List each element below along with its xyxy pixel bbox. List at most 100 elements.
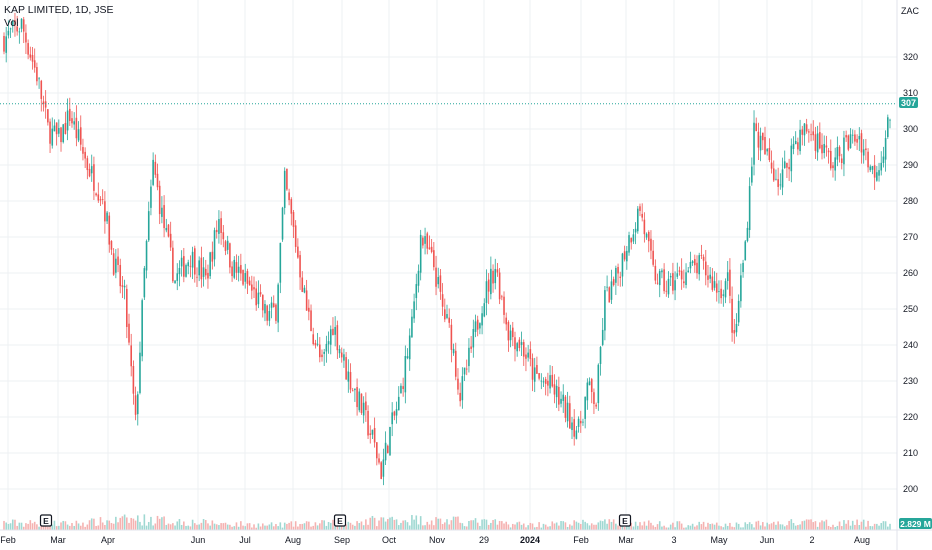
candle[interactable] [542,377,545,387]
candle[interactable] [827,147,830,164]
candle[interactable] [700,244,703,259]
candle[interactable] [604,285,606,341]
candle[interactable] [704,249,707,286]
candle[interactable] [476,315,479,337]
candle[interactable] [812,120,815,141]
candle[interactable] [266,304,268,326]
candle[interactable] [832,161,834,178]
candle[interactable] [176,263,179,291]
candle[interactable] [501,294,503,301]
candle[interactable] [680,258,683,290]
candle[interactable] [308,299,310,321]
candle[interactable] [825,135,828,157]
candle[interactable] [514,331,516,362]
candle[interactable] [101,189,104,205]
candle[interactable] [283,167,286,215]
candle[interactable] [448,308,450,328]
candle[interactable] [529,341,532,367]
candle[interactable] [494,258,497,290]
candle[interactable] [158,180,161,225]
candle[interactable] [503,291,505,324]
candle[interactable] [645,232,648,240]
candle[interactable] [406,348,409,360]
candle[interactable] [865,138,867,161]
candle[interactable] [347,359,350,393]
price-axis[interactable]: 200 210 220 230 240 250 260 270 280 290 300 310 320 [903,52,918,494]
candle[interactable] [334,316,336,347]
candle[interactable] [678,266,681,276]
candle[interactable] [163,195,165,238]
candle[interactable] [36,62,38,86]
candle[interactable] [751,157,753,186]
candle[interactable] [77,121,80,143]
candle[interactable] [856,134,858,150]
candle[interactable] [365,392,367,422]
candle[interactable] [141,298,143,362]
candle[interactable] [547,372,549,397]
candle[interactable] [483,298,486,318]
candle[interactable] [395,401,398,424]
candle[interactable] [538,372,540,381]
candle[interactable] [191,246,194,280]
candle[interactable] [737,294,740,327]
candle[interactable] [422,235,424,249]
candle[interactable] [702,254,705,270]
candle[interactable] [104,191,106,234]
candle[interactable] [16,15,18,36]
candle[interactable] [95,192,97,197]
candle[interactable] [729,258,731,304]
candle[interactable] [634,222,637,245]
candle[interactable] [373,417,376,448]
candle[interactable] [268,304,271,327]
candlesticks[interactable] [3,12,891,486]
candle[interactable] [226,235,229,255]
candle[interactable] [340,347,343,363]
candle[interactable] [610,269,613,304]
candle[interactable] [389,426,391,456]
candle[interactable] [435,255,437,296]
candle[interactable] [599,345,602,376]
candle[interactable] [698,252,701,281]
candle[interactable] [452,343,455,356]
candle[interactable] [722,289,725,307]
earnings-marker[interactable]: E [618,514,632,527]
candle[interactable] [58,119,60,138]
candle[interactable] [310,304,312,332]
candle[interactable] [376,442,378,466]
candle[interactable] [518,337,521,352]
candle[interactable] [496,262,499,277]
candle[interactable] [685,263,687,289]
candle[interactable] [277,282,279,333]
candle[interactable] [654,259,657,285]
candle[interactable] [20,18,23,33]
candle[interactable] [766,148,768,156]
candle[interactable] [71,111,73,128]
candle[interactable] [22,16,25,44]
candle[interactable] [854,130,856,146]
candle[interactable] [261,294,264,318]
candle[interactable] [880,151,883,176]
candle[interactable] [586,378,589,410]
candle[interactable] [204,259,207,280]
candle[interactable] [772,160,775,182]
candle[interactable] [279,242,282,294]
candle[interactable] [805,118,808,134]
candle[interactable] [196,267,198,288]
candle[interactable] [60,126,62,152]
candle[interactable] [108,212,111,253]
candle[interactable] [687,267,690,273]
candle[interactable] [143,265,146,300]
candle[interactable] [417,264,420,293]
candle[interactable] [130,333,132,377]
candle[interactable] [209,251,211,280]
candle[interactable] [11,19,14,33]
candle[interactable] [511,321,514,347]
time-axis[interactable]: Feb Mar Apr Jun Jul Aug Sep Oct Nov 29 2024 Feb Mar 3… [0,535,870,545]
candle[interactable] [400,383,402,394]
candle[interactable] [533,357,536,393]
candle[interactable] [397,386,400,411]
candle[interactable] [481,306,483,335]
candle[interactable] [106,211,108,225]
candle[interactable] [531,353,534,392]
candle[interactable] [66,98,69,141]
